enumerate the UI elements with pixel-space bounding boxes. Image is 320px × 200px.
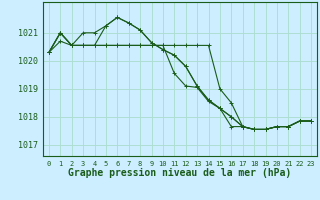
- X-axis label: Graphe pression niveau de la mer (hPa): Graphe pression niveau de la mer (hPa): [68, 168, 292, 178]
